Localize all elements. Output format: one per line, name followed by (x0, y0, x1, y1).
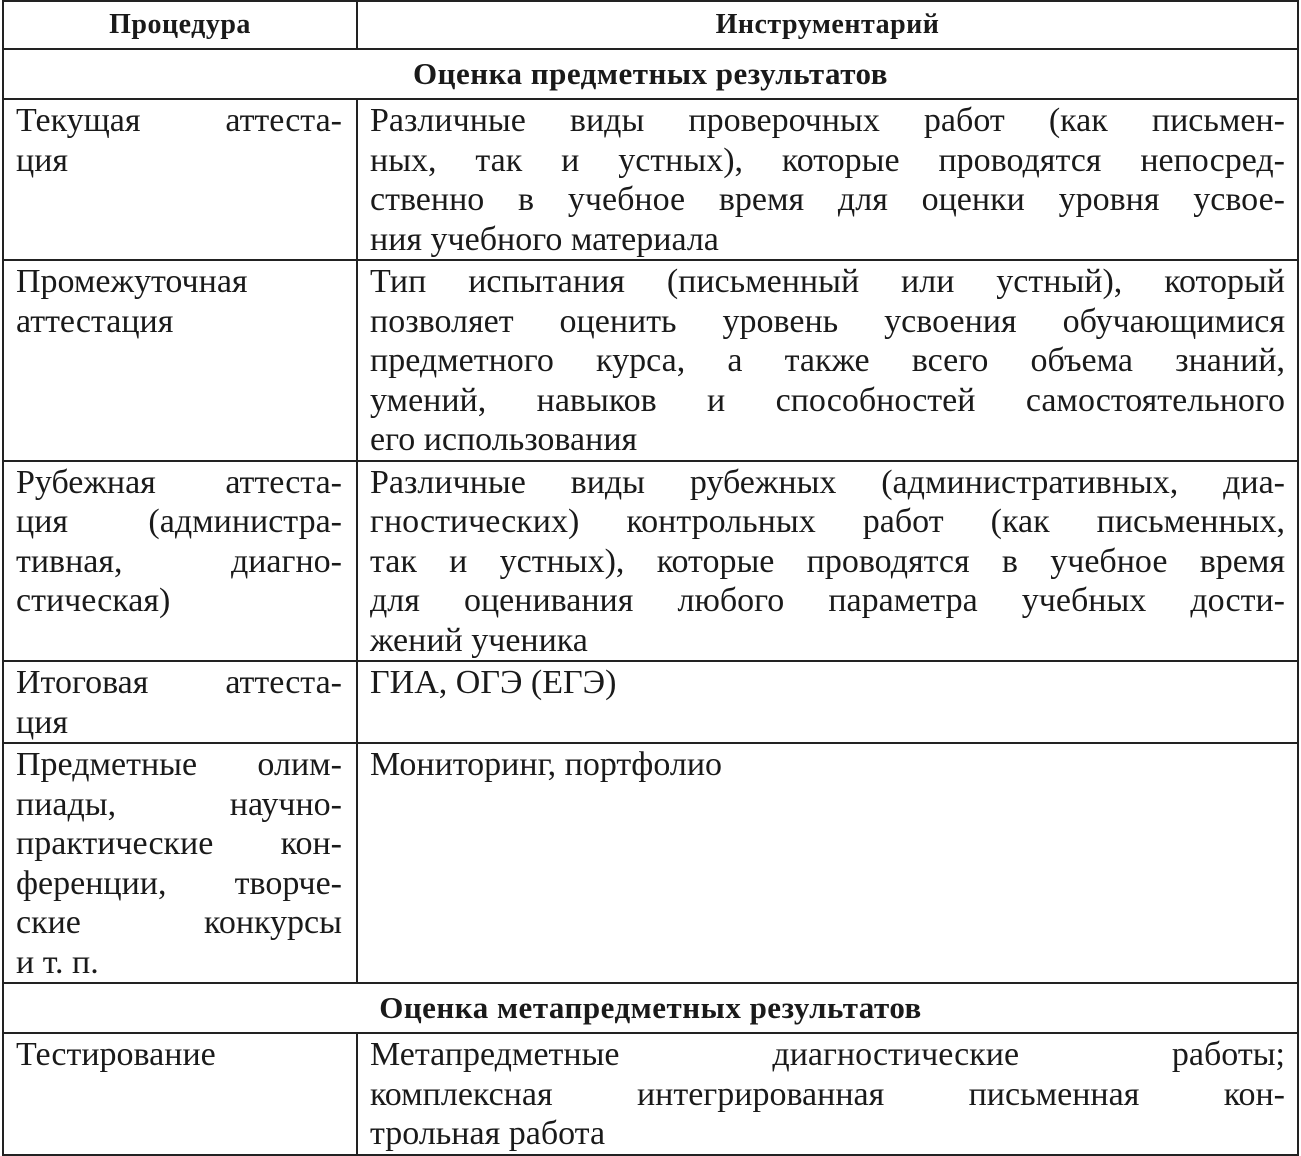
cell-line: Промежуточная (16, 263, 248, 300)
cell-line: ственно в учебное время для оценки уровн… (370, 181, 1285, 218)
table-row: Промежуточная аттестация Тип испытания (пи… (2, 259, 1299, 462)
cell-line: ция (16, 141, 69, 179)
table-row: Рубежная аттеста-ция (администра-тивная,… (2, 459, 1299, 662)
table-cell: Текущая аттеста-ция (2, 98, 358, 261)
table-cell: Мониторинг, портфолио (356, 742, 1299, 984)
table-cell: Промежуточная аттестация (2, 259, 358, 462)
table-cell: Тестирование (2, 1032, 358, 1156)
cell-line: ция (администра- (16, 503, 342, 540)
cell-line: умений, навыков и способностей самостоят… (370, 381, 1285, 419)
cell-line: Текущая аттеста- (16, 102, 342, 139)
cell-line: Различные виды проверочных работ (как пи… (370, 102, 1285, 139)
table-cell: Метапредметные диагностические работы; ко… (356, 1032, 1299, 1156)
header-row: Процедура Инструментарий (2, 0, 1299, 50)
section-row: Оценка предметных результатов (2, 48, 1299, 100)
cell-line: пиады, научно- (16, 785, 342, 823)
table-row: Предметные олим-пиады, научно-практическ… (2, 742, 1299, 984)
cell-line: Тип испытания (письменный или устный), к… (370, 263, 1285, 300)
table-row: Итоговая аттеста-ция ГИА, ОГЭ (ЕГЭ) (2, 660, 1299, 744)
table-cell: Различные виды проверочных работ (как пи… (356, 98, 1299, 261)
cell-line: ных, так и устных), которые проводятся н… (370, 141, 1285, 179)
cell-line: Различные виды рубежных (административны… (370, 463, 1285, 501)
cell-line: ния учебного материала (370, 220, 719, 258)
cell-line: и т. п. (16, 943, 99, 981)
cell-line: трольная работа (370, 1115, 606, 1152)
header-cell: Инструментарий (356, 0, 1299, 50)
cell-line: Мониторинг, портфолио (370, 746, 723, 783)
cell-line: стическая) (16, 582, 171, 619)
table-cell: Рубежная аттеста-ция (администра-тивная,… (2, 459, 358, 662)
cell-line: так и устных), которые проводятся в учеб… (370, 542, 1285, 580)
table-cell: Предметные олим-пиады, научно-практическ… (2, 742, 358, 984)
cell-line: комплексная интегрированная письменная к… (370, 1075, 1285, 1113)
table-row: Тестирование Метапредметные диагностическ… (2, 1032, 1299, 1156)
cell-line: аттестация (16, 302, 174, 340)
section-title: Оценка метапредметных результатов (2, 982, 1299, 1034)
cell-line: Тестирование (16, 1036, 216, 1073)
cell-line: гностических) контрольных работ (как пис… (370, 503, 1285, 540)
cell-line: тивная, диагно- (16, 542, 342, 580)
cell-line: ские конкурсы (16, 904, 342, 941)
cell-line: ГИА, ОГЭ (ЕГЭ) (370, 664, 617, 701)
table-row: Текущая аттеста-ция Различные виды провер… (2, 98, 1299, 261)
table-body: Оценка предметных результатов Текущая атт… (2, 48, 1299, 1156)
cell-line: предметного курса, а также всего объема … (370, 342, 1285, 379)
table-cell: Различные виды рубежных (административны… (356, 459, 1299, 662)
table-cell: Итоговая аттеста-ция (2, 660, 358, 744)
cell-line: ференции, творче- (16, 864, 342, 902)
header-cell: Процедура (2, 0, 358, 50)
cell-line: Предметные олим- (16, 746, 342, 783)
cell-line: ция (16, 703, 69, 741)
cell-line: Итоговая аттеста- (16, 664, 342, 701)
table-cell: ГИА, ОГЭ (ЕГЭ) (356, 660, 1299, 744)
cell-line: Рубежная аттеста- (16, 463, 342, 501)
cell-line: его использования (370, 421, 638, 458)
cell-line: жений ученика (370, 621, 588, 659)
cell-line: практические кон- (16, 825, 342, 862)
section-title: Оценка предметных результатов (2, 48, 1299, 100)
table-cell: Тип испытания (письменный или устный), к… (356, 259, 1299, 462)
section-row: Оценка метапредметных результатов (2, 982, 1299, 1034)
cell-line: позволяет оценить уровень усвоения обуча… (370, 302, 1285, 340)
cell-line: для оценивания любого параметра учебных … (370, 582, 1285, 619)
cell-line: Метапредметные диагностические работы; (370, 1036, 1285, 1073)
